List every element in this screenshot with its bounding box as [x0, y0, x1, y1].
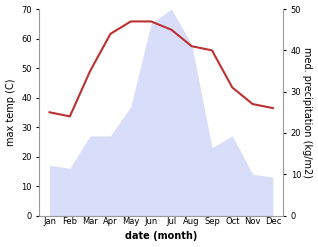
- Y-axis label: max temp (C): max temp (C): [5, 79, 16, 146]
- Y-axis label: med. precipitation (kg/m2): med. precipitation (kg/m2): [302, 47, 313, 178]
- X-axis label: date (month): date (month): [125, 231, 197, 242]
